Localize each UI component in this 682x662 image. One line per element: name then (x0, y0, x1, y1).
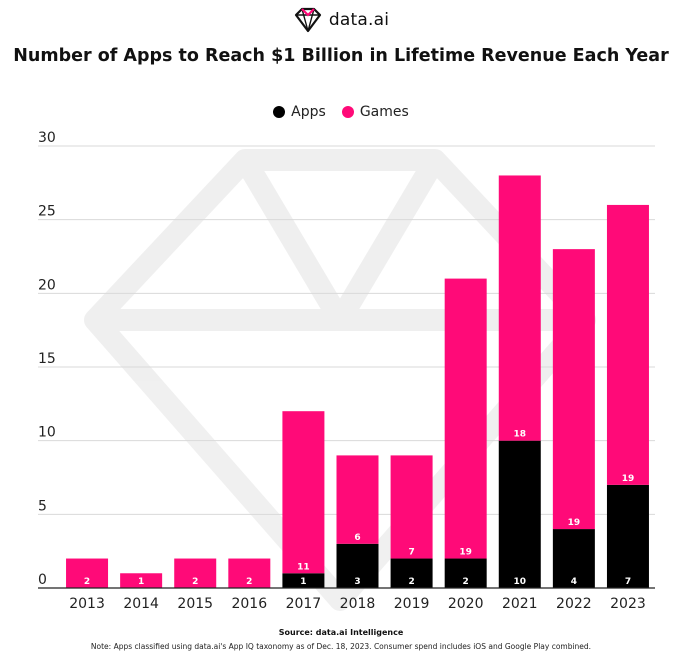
bar-games (174, 558, 217, 588)
chart-legend: Apps Games (0, 104, 682, 120)
data-label-games: 2 (246, 577, 252, 587)
bar-apps (444, 558, 487, 588)
data-label-apps: 10 (514, 577, 527, 587)
bar-games (336, 455, 379, 544)
bar-games (606, 204, 649, 485)
brand-name: data.ai (328, 10, 390, 30)
bar-games (444, 278, 487, 559)
y-tick-label: 30 (38, 130, 56, 146)
diamond-logo-icon (294, 7, 321, 33)
data-label-games: 2 (192, 577, 198, 587)
x-tick-label: 2023 (610, 596, 646, 612)
data-label-games: 2 (84, 577, 90, 587)
data-label-games: 18 (514, 430, 527, 440)
y-tick-label: 20 (38, 277, 56, 293)
bar-games (390, 455, 433, 559)
bar-apps (336, 543, 379, 588)
x-tick-label: 2014 (123, 596, 159, 612)
x-tick-label: 2019 (394, 596, 430, 612)
bar-games (498, 175, 541, 441)
x-tick-label: 2018 (340, 596, 376, 612)
y-tick-label: 10 (38, 425, 56, 441)
data-label-games: 1 (138, 577, 144, 587)
bar-games (66, 558, 109, 588)
x-tick-label: 2020 (448, 596, 484, 612)
legend-item-apps: Apps (273, 104, 326, 120)
bar-apps (606, 484, 649, 588)
legend-swatch-apps (273, 106, 286, 118)
footer-source: Source: data.ai Intelligence (278, 628, 404, 637)
legend-label-games: Games (359, 104, 409, 120)
x-tick-label: 2022 (556, 596, 592, 612)
data-label-apps: 4 (571, 577, 577, 587)
x-tick-label: 2016 (231, 596, 267, 612)
y-tick-label: 15 (38, 351, 56, 367)
x-tick-label: 2021 (502, 596, 538, 612)
x-tick-label: 2017 (286, 596, 322, 612)
bar-apps (498, 440, 541, 588)
chart-title: Number of Apps to Reach $1 Billion in Li… (13, 46, 669, 66)
data-label-games: 19 (568, 518, 581, 528)
y-tick-label: 0 (38, 572, 47, 588)
y-tick-label: 25 (38, 204, 56, 220)
data-label-games: 7 (408, 548, 414, 558)
bar-games (282, 411, 325, 574)
bar-apps (282, 573, 325, 588)
bar-games (552, 249, 595, 530)
y-tick-label: 5 (38, 498, 47, 514)
bar-apps (552, 529, 595, 588)
stacked-bar-chart: 0510152025302201312014220152201611120173… (38, 130, 655, 612)
x-tick-label: 2013 (69, 596, 105, 612)
brand-header: data.ai (0, 6, 682, 34)
data-label-games: 11 (297, 562, 310, 572)
footer-note: Note: Apps classified using data.ai's Ap… (90, 642, 592, 651)
data-label-apps: 3 (354, 577, 360, 587)
legend-swatch-games (341, 106, 354, 118)
data-label-apps: 1 (300, 577, 306, 587)
data-label-games: 19 (459, 548, 472, 558)
data-label-games: 6 (354, 533, 360, 543)
x-tick-label: 2015 (177, 596, 213, 612)
data-label-apps: 7 (625, 577, 631, 587)
bar-games (120, 573, 163, 588)
data-label-apps: 2 (408, 577, 414, 587)
legend-item-games: Games (341, 104, 409, 120)
data-label-games: 19 (622, 474, 635, 484)
data-label-apps: 2 (463, 577, 469, 587)
legend-label-apps: Apps (291, 104, 326, 120)
bar-apps (390, 558, 433, 588)
bar-games (228, 558, 271, 588)
